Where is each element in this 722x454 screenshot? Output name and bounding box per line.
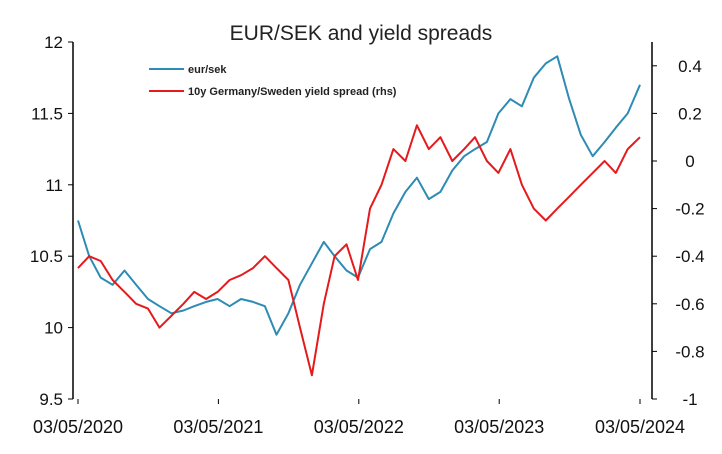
axes bbox=[72, 42, 653, 399]
left-tick-label: 9.5 bbox=[39, 390, 63, 409]
left-axis-ticks: 9.5 10 10.5 11 11.5 12 bbox=[30, 33, 73, 409]
right-axis-ticks: -1 -0.8 -0.6 -0.4 -0.2 0 0.2 0.4 bbox=[652, 57, 705, 409]
right-tick-label: 0 bbox=[685, 152, 694, 171]
x-axis-ticks: 03/05/2020 03/05/2021 03/05/2022 03/05/2023… bbox=[33, 399, 685, 437]
legend: eur/sek 10y Germany/Sweden yield spread … bbox=[149, 64, 397, 98]
series-layer bbox=[77, 55, 641, 377]
right-tick-label: -0.2 bbox=[675, 200, 704, 219]
x-tick-label: 03/05/2024 bbox=[595, 417, 685, 437]
x-tick-label: 03/05/2020 bbox=[33, 417, 123, 437]
x-tick-label: 03/05/2022 bbox=[314, 417, 404, 437]
right-tick-label: -0.4 bbox=[675, 247, 704, 266]
right-tick-label: -1 bbox=[682, 390, 697, 409]
legend-label-eur-sek: eur/sek bbox=[188, 64, 227, 76]
series-eur-sek-line bbox=[77, 55, 641, 336]
right-tick-label: -0.6 bbox=[675, 295, 704, 314]
left-tick-label: 11 bbox=[45, 176, 63, 195]
x-tick-label: 03/05/2023 bbox=[454, 417, 544, 437]
left-tick-label: 10 bbox=[44, 319, 63, 338]
chart-title: EUR/SEK and yield spreads bbox=[230, 22, 493, 45]
legend-label-yield-spread: 10y Germany/Sweden yield spread (rhs) bbox=[188, 86, 397, 98]
right-tick-label: -0.8 bbox=[675, 342, 704, 361]
x-tick-label: 03/05/2021 bbox=[173, 417, 263, 437]
left-tick-label: 11.5 bbox=[31, 104, 63, 123]
series-yield-spread-line bbox=[77, 124, 641, 377]
left-tick-label: 12 bbox=[44, 33, 63, 52]
left-tick-label: 10.5 bbox=[30, 247, 63, 266]
right-tick-label: 0.2 bbox=[678, 104, 702, 123]
right-tick-label: 0.4 bbox=[678, 57, 702, 76]
